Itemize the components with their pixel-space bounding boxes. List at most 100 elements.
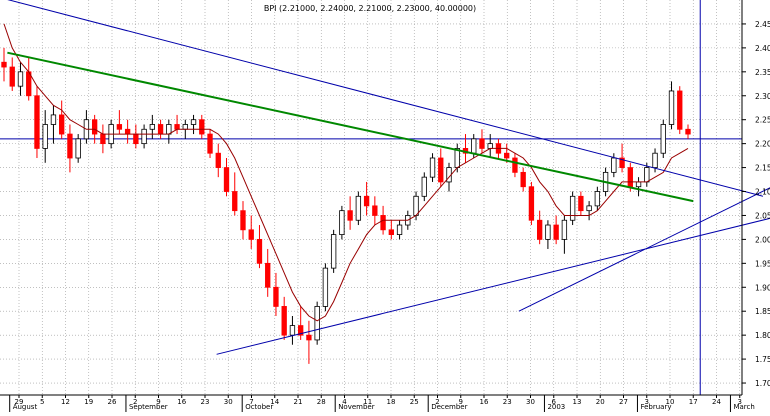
candle-down <box>528 186 535 221</box>
candle-down <box>298 325 304 336</box>
candle-down <box>116 124 123 130</box>
candle-up <box>314 306 320 341</box>
candle-down <box>536 219 543 240</box>
x-tick-label: 9 <box>156 398 160 406</box>
candle-down <box>215 152 221 168</box>
x-tick-label: 23 <box>503 398 512 406</box>
month-label: February <box>640 403 671 411</box>
candle-down <box>372 205 378 216</box>
chart-title: BPI (2.21000, 2.24000, 2.21000, 2.23000,… <box>264 4 476 13</box>
candle-down <box>512 157 518 173</box>
grid-layer <box>0 0 742 395</box>
candle-down <box>619 157 625 168</box>
x-tick-label: 3 <box>645 398 649 406</box>
trendline <box>7 0 764 197</box>
candle-up <box>330 234 337 269</box>
x-tick-label: 10 <box>666 398 675 406</box>
candle-up <box>561 219 568 240</box>
candle-up <box>190 119 197 125</box>
candle-down <box>520 171 526 188</box>
y-tick-label: 2.45 <box>755 20 770 29</box>
candle-down <box>281 306 287 336</box>
y-tick-label: 2.40 <box>755 44 770 53</box>
x-tick-label: 30 <box>526 398 535 406</box>
month-label: November <box>338 403 375 411</box>
candle-up <box>421 176 427 197</box>
x-tick-label: 9 <box>459 398 463 406</box>
y-tick-label: 2.20 <box>755 140 770 149</box>
candle-up <box>569 195 576 221</box>
x-tick-label: 2 <box>133 398 137 406</box>
candle-up <box>289 325 296 336</box>
y-tick-label: 2.00 <box>755 235 770 244</box>
candle-down <box>91 119 98 135</box>
candle-up <box>471 138 477 154</box>
moving-average <box>3 23 689 322</box>
candle-down <box>553 224 559 240</box>
y-tick-label: 2.05 <box>755 211 770 220</box>
trendline <box>518 187 770 312</box>
candle-down <box>685 128 691 135</box>
candle-down <box>479 138 485 149</box>
month-label: December <box>431 403 467 411</box>
y-tick-label: 2.10 <box>755 188 770 197</box>
candle-down <box>207 133 213 154</box>
candle-down <box>133 133 139 145</box>
x-tick-label: 5 <box>40 398 44 406</box>
candle-down <box>67 133 73 159</box>
candle-down <box>578 195 584 212</box>
month-label: October <box>245 403 273 411</box>
y-tick-label: 2.25 <box>755 116 770 125</box>
candle-down <box>677 90 683 130</box>
candle-down <box>504 152 510 159</box>
candle-down <box>248 229 254 240</box>
x-tick-label: 26 <box>108 398 117 406</box>
x-tick-label: 17 <box>689 398 698 406</box>
candle-up <box>545 224 551 240</box>
candle-up <box>668 90 675 125</box>
candle-up <box>586 205 592 212</box>
y-tick-label: 1.80 <box>755 331 770 340</box>
candle-up <box>644 167 650 183</box>
candle-down <box>388 229 394 236</box>
month-label: March <box>733 403 754 411</box>
x-tick-label: 6 <box>552 398 557 406</box>
y-tick-label: 2.30 <box>755 92 770 101</box>
candle-down <box>34 95 40 149</box>
month-label: 2003 <box>547 403 565 411</box>
reference-lines <box>0 0 742 395</box>
candle-down <box>627 167 633 188</box>
x-tick-label: 19 <box>84 398 93 406</box>
x-tick-label: 2 <box>435 398 439 406</box>
candle-up <box>660 124 666 154</box>
x-tick-label: 30 <box>224 398 233 406</box>
candle-up <box>413 195 419 216</box>
x-tick-label: 29 <box>15 398 24 406</box>
candle-down <box>347 210 353 221</box>
x-tick-label: 14 <box>270 398 279 406</box>
candle-up <box>149 124 156 130</box>
candle-up <box>635 181 642 188</box>
x-tick-label: 24 <box>712 398 721 406</box>
x-tick-label: 18 <box>387 398 396 406</box>
y-tick-label: 1.85 <box>755 307 770 316</box>
x-tick-label: 21 <box>294 398 303 406</box>
month-label: September <box>129 403 168 411</box>
candle-down <box>363 195 370 207</box>
x-tick-label: 4 <box>342 398 347 406</box>
candle-down <box>380 215 386 231</box>
y-tick-label: 1.95 <box>755 259 770 268</box>
trendlines <box>7 0 770 355</box>
candle-down <box>256 238 263 264</box>
y-tick-label: 2.35 <box>755 68 770 77</box>
candle-down <box>1 61 7 68</box>
candle-down <box>438 157 444 183</box>
y-tick-label: 1.90 <box>755 283 770 292</box>
y-tick-label: 1.70 <box>755 379 770 388</box>
candle-down <box>199 119 205 135</box>
trendline <box>7 51 694 203</box>
candle-up <box>141 128 147 145</box>
